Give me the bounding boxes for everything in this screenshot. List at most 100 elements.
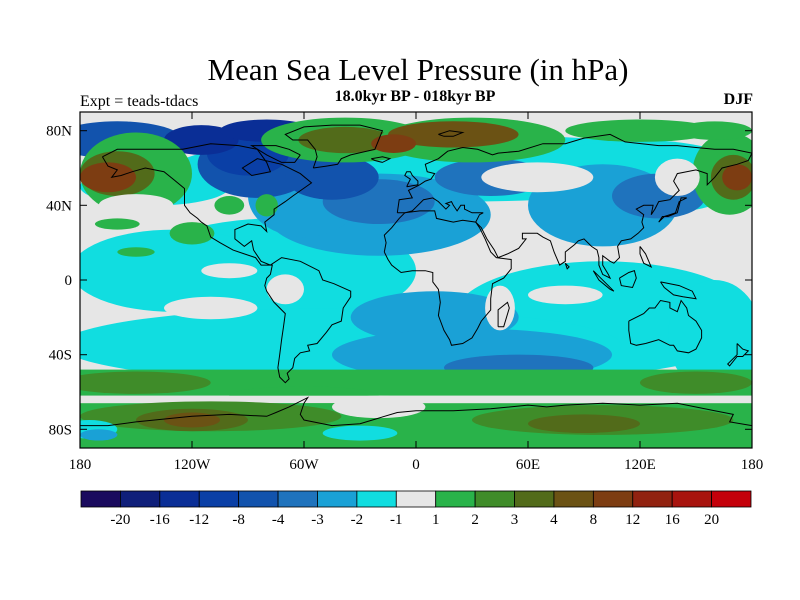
philippines-coast — [639, 246, 653, 268]
pressure-region — [80, 429, 118, 441]
experiment-label: Expt = teads-tdacs — [80, 93, 199, 110]
colorbar-label: 2 — [471, 512, 479, 528]
pressure-region — [322, 425, 398, 441]
colorbar-label: -2 — [351, 512, 364, 528]
lat-tick-label: 40N — [46, 198, 72, 214]
north-america-coast — [101, 143, 313, 266]
colorbar-box — [474, 490, 515, 508]
pressure-field — [80, 112, 752, 448]
lon-tick-label: 0 — [412, 457, 420, 473]
eurasia-coast — [396, 133, 752, 280]
madagascar-coast — [497, 301, 510, 328]
season-label: DJF — [723, 91, 753, 108]
pressure-region — [98, 194, 174, 217]
lon-tick-label: 120E — [624, 457, 656, 473]
pressure-region — [255, 194, 278, 217]
new-guinea-coast — [660, 281, 697, 300]
colorbar-label: 20 — [704, 512, 719, 528]
pressure-region — [214, 196, 245, 215]
sri-lanka-coast — [564, 262, 570, 270]
colorbar-box — [120, 490, 161, 508]
pressure-region — [640, 371, 752, 394]
new-zealand-coast — [726, 343, 750, 367]
colorbar-box — [356, 490, 397, 508]
colorbar-box — [159, 490, 200, 508]
pressure-region — [285, 154, 379, 200]
pressure-region — [565, 119, 715, 142]
colorbar-box — [317, 490, 358, 508]
lon-tick-label: 120W — [174, 457, 212, 473]
australia-coast — [628, 299, 703, 354]
japan-coast — [658, 197, 687, 223]
south-america-coast — [264, 257, 352, 384]
colorbar-label: 8 — [590, 512, 598, 528]
pressure-region — [169, 222, 215, 245]
colorbar-label: -12 — [189, 512, 209, 528]
pressure-region — [80, 371, 211, 394]
pressure-band — [80, 395, 752, 404]
pressure-region — [528, 285, 603, 305]
british-isles-coast — [404, 171, 419, 188]
pressure-region — [164, 125, 239, 155]
colorbar-label: -20 — [110, 512, 130, 528]
pressure-region — [722, 164, 752, 191]
colorbar-box — [80, 490, 121, 508]
pressure-region — [298, 126, 392, 154]
colorbar-box — [277, 490, 318, 508]
svalbard-coast — [438, 130, 465, 137]
pressure-region — [80, 162, 136, 193]
pressure-region — [117, 247, 155, 257]
antarctica-coast — [80, 396, 752, 427]
pressure-region — [481, 162, 594, 193]
colorbar-box — [514, 490, 555, 508]
pressure-region — [528, 414, 640, 434]
pressure-region — [94, 218, 140, 230]
axis-ticks: 180 120W 60W 0 60E 120E 180 80N 40N 0 40S 80S — [46, 112, 763, 473]
colorbar-label: -8 — [232, 512, 245, 528]
pressure-region — [677, 121, 752, 140]
pressure-region — [164, 296, 258, 320]
lat-tick-label: 80S — [49, 422, 72, 438]
colorbar-label: 12 — [625, 512, 640, 528]
lat-tick-label: 0 — [65, 273, 73, 289]
plot-subtitle: 18.0kyr BP - 018kyr BP — [334, 88, 496, 105]
colorbar-label: 16 — [665, 512, 681, 528]
baffin-island-coast — [249, 145, 301, 163]
africa-coast — [383, 210, 512, 346]
colorbar-box — [671, 490, 712, 508]
pressure-region — [654, 158, 700, 196]
pressure-region — [164, 412, 220, 428]
greenland-coast — [284, 124, 384, 169]
colorbar-box — [632, 490, 673, 508]
colorbar: -20 -16 -12 -8 -4 -3 -2 -1 1 2 3 4 8 12 16 20 — [80, 490, 752, 528]
borneo-coast — [619, 270, 637, 289]
pressure-region — [201, 263, 258, 279]
lat-tick-label: 40S — [49, 348, 72, 364]
colorbar-label: -1 — [390, 512, 403, 528]
colorbar-label: 3 — [511, 512, 519, 528]
colorbar-label: -4 — [272, 512, 285, 528]
colorbar-box — [711, 490, 752, 508]
lat-tick-label: 80N — [46, 124, 72, 140]
iceland-coast — [370, 156, 392, 163]
lon-tick-label: 60E — [516, 457, 540, 473]
colorbar-box — [395, 490, 437, 508]
lon-tick-label: 180 — [69, 457, 92, 473]
lon-tick-label: 180 — [741, 457, 764, 473]
colorbar-label: 1 — [432, 512, 440, 528]
pressure-region — [371, 134, 416, 153]
pressure-regions — [80, 117, 752, 448]
sumatra-coast — [592, 270, 615, 292]
pressure-region — [332, 395, 426, 419]
colorbar-label: 4 — [550, 512, 558, 528]
pressure-region — [266, 274, 304, 305]
plot-title: Mean Sea Level Pressure (in hPa) — [207, 52, 629, 87]
colorbar-box — [435, 490, 476, 508]
colorbar-label: -16 — [150, 512, 170, 528]
colorbar-box — [198, 490, 240, 508]
colorbar-box — [592, 490, 634, 508]
colorbar-box — [238, 490, 279, 508]
colorbar-box — [553, 490, 594, 508]
lon-tick-label: 60W — [289, 457, 319, 473]
